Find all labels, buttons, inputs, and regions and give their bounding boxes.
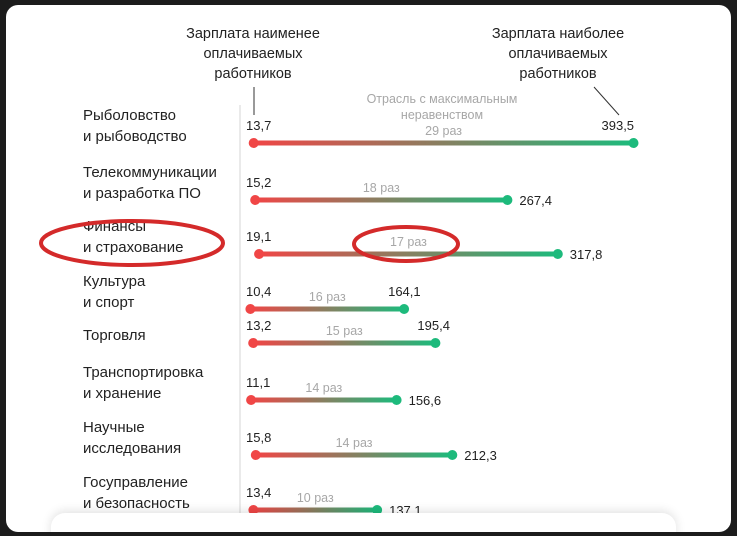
ratio-label: 14 раз — [305, 381, 342, 395]
category-label: Транспортировка — [83, 364, 204, 381]
low-dot — [245, 304, 256, 314]
ratio-label: 17 раз — [390, 235, 427, 249]
low-dot — [248, 338, 259, 348]
ratio-label: 18 раз — [363, 181, 400, 195]
annotation-line-2: неравенством — [401, 108, 483, 122]
low-value-label: 15,2 — [246, 175, 271, 190]
category-label: и безопасность — [83, 495, 190, 512]
low-dot — [250, 195, 261, 205]
high-value-label: 317,8 — [570, 247, 603, 262]
category-label: исследования — [83, 440, 181, 457]
high-value-label: 195,4 — [417, 318, 450, 333]
high-dot — [502, 195, 513, 205]
category-label: Культура — [83, 273, 146, 290]
high-dot — [399, 304, 410, 314]
category-label: Научные — [83, 419, 145, 436]
high-dot — [372, 505, 383, 515]
high-dot — [391, 395, 402, 405]
category-label: и рыбоводство — [83, 128, 187, 145]
category-label: и спорт — [83, 294, 135, 311]
range-bar — [251, 397, 397, 403]
category-label: Телекоммуникации — [83, 164, 217, 181]
low-dot — [248, 138, 259, 148]
high-value-label: 393,5 — [602, 118, 635, 133]
category-label: и хранение — [83, 385, 161, 402]
low-value-label: 13,4 — [246, 485, 271, 500]
header-low-line-1: Зарплата наименее — [186, 26, 320, 42]
high-value-label: 156,6 — [409, 393, 442, 408]
high-dot — [628, 138, 639, 148]
chart-frame: Зарплата наименее оплачиваемых работнико… — [6, 5, 731, 532]
high-dot — [447, 450, 458, 460]
header-low-line-3: работников — [214, 66, 291, 82]
category-label: Госуправление — [83, 474, 188, 491]
high-dot — [430, 338, 441, 348]
ratio-label: 15 раз — [326, 324, 363, 338]
highlight-category-ellipse — [39, 219, 225, 267]
range-bar — [250, 306, 405, 312]
category-label: и страхование — [83, 239, 183, 256]
category-label: Торговля — [83, 327, 146, 344]
high-value-label: 267,4 — [519, 193, 552, 208]
low-value-label: 13,2 — [246, 318, 271, 333]
low-value-label: 13,7 — [246, 118, 271, 133]
ratio-label: 16 раз — [309, 290, 346, 304]
range-bar — [255, 197, 508, 203]
low-dot — [246, 395, 257, 405]
dumbbell-chart: Зарплата наименее оплачиваемых работнико… — [39, 26, 639, 532]
header-high-line-2: оплачиваемых — [508, 46, 608, 62]
range-bar — [253, 140, 634, 146]
range-bar — [255, 452, 453, 458]
high-value-label: 212,3 — [464, 448, 497, 463]
category-label: и разработка ПО — [83, 185, 201, 202]
header-high-leader — [593, 86, 620, 116]
high-value-label: 164,1 — [388, 284, 421, 299]
highlight-ratio-ellipse — [352, 225, 460, 263]
annotation-line-1: Отрасль с максимальным — [367, 92, 518, 106]
category-label: Рыболовство — [83, 107, 176, 124]
range-bar — [259, 251, 558, 257]
range-bar — [253, 507, 378, 513]
ratio-label: 14 раз — [336, 436, 373, 450]
low-dot — [254, 249, 265, 259]
header-high-line-3: работников — [519, 66, 596, 82]
low-value-label: 15,8 — [246, 430, 271, 445]
bottom-card — [51, 513, 676, 532]
range-bar — [253, 340, 436, 346]
high-dot — [552, 249, 563, 259]
header-high-line-1: Зарплата наиболее — [492, 26, 624, 42]
ratio-label: 29 раз — [425, 124, 462, 138]
low-value-label: 10,4 — [246, 284, 271, 299]
low-dot — [248, 505, 259, 515]
low-value-label: 11,1 — [246, 375, 270, 390]
low-dot — [250, 450, 261, 460]
ratio-label: 10 раз — [297, 491, 334, 505]
header-low-line-2: оплачиваемых — [203, 46, 303, 62]
low-value-label: 19,1 — [246, 229, 271, 244]
